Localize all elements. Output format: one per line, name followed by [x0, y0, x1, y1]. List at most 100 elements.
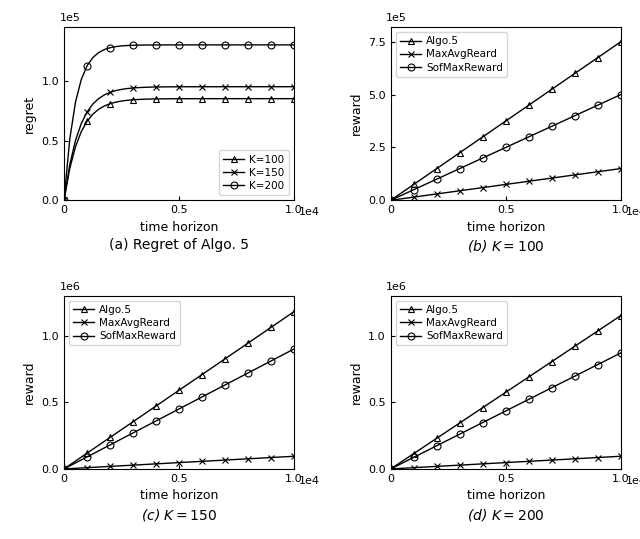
MaxAvgReard [461, 186, 469, 193]
K=200 [273, 42, 281, 48]
K=150 [135, 84, 143, 91]
K=200 [112, 43, 120, 50]
MaxAvgReard [542, 176, 550, 182]
MaxAvgReard [227, 457, 235, 463]
Algo.5 [496, 393, 504, 399]
SofMaxReward [456, 431, 463, 437]
Algo.5 [273, 320, 281, 327]
MaxAvgReard [525, 458, 532, 465]
K=200 [106, 45, 114, 51]
SofMaxReward [95, 448, 102, 454]
Algo.5 [198, 371, 206, 378]
K=200 [262, 42, 269, 48]
SofMaxReward [268, 358, 275, 364]
SofMaxReward [542, 388, 550, 394]
Line: SofMaxReward: SofMaxReward [387, 349, 624, 472]
SofMaxReward [227, 379, 235, 385]
MaxAvgReard [582, 455, 590, 461]
Legend: Algo.5, MaxAvgReard, SofMaxReward: Algo.5, MaxAvgReard, SofMaxReward [396, 301, 507, 345]
K=100 [239, 95, 246, 102]
MaxAvgReard [554, 457, 561, 463]
Text: (a) Regret of Algo. 5: (a) Regret of Algo. 5 [109, 238, 249, 252]
SofMaxReward [605, 356, 613, 362]
SofMaxReward [461, 163, 469, 169]
Algo.5 [77, 454, 85, 460]
K=150 [216, 84, 223, 90]
MaxAvgReard [508, 181, 515, 187]
SofMaxReward [496, 147, 504, 153]
SofMaxReward [594, 102, 602, 108]
MaxAvgReard [600, 454, 607, 460]
SofMaxReward [262, 361, 269, 367]
Algo.5 [525, 374, 532, 380]
SofMaxReward [473, 157, 481, 164]
SofMaxReward [291, 345, 298, 352]
SofMaxReward [456, 165, 463, 172]
K=200 [210, 42, 218, 48]
SofMaxReward [158, 414, 166, 421]
K=150 [89, 101, 97, 107]
MaxAvgReard [588, 169, 596, 176]
Algo.5 [187, 379, 195, 385]
SofMaxReward [502, 407, 509, 414]
K=150 [106, 89, 114, 95]
Y-axis label: reward: reward [349, 92, 362, 135]
SofMaxReward [89, 451, 97, 457]
MaxAvgReard [77, 465, 85, 471]
SofMaxReward [531, 393, 538, 399]
K=150 [181, 84, 189, 90]
MaxAvgReard [479, 461, 486, 467]
X-axis label: time horizon: time horizon [467, 220, 545, 234]
Algo.5 [594, 54, 602, 61]
MaxAvgReard [565, 172, 573, 179]
K=200 [233, 42, 241, 48]
Algo.5 [508, 385, 515, 392]
MaxAvgReard [72, 465, 79, 472]
SofMaxReward [617, 350, 625, 356]
K=150 [158, 84, 166, 90]
K=200 [158, 42, 166, 48]
Text: 1e6: 1e6 [60, 282, 80, 292]
K=100 [124, 97, 131, 103]
SofMaxReward [496, 411, 504, 417]
SofMaxReward [508, 142, 515, 148]
MaxAvgReard [141, 461, 148, 468]
MaxAvgReard [279, 454, 287, 460]
K=100 [273, 95, 281, 102]
SofMaxReward [250, 367, 258, 373]
K=150 [227, 84, 235, 90]
MaxAvgReard [467, 186, 475, 192]
K=100 [60, 197, 68, 204]
Algo.5 [588, 331, 596, 338]
SofMaxReward [392, 463, 400, 469]
Algo.5 [60, 466, 68, 472]
SofMaxReward [404, 457, 412, 464]
Algo.5 [279, 316, 287, 323]
Algo.5 [611, 316, 619, 323]
Line: SofMaxReward: SofMaxReward [387, 91, 624, 204]
MaxAvgReard [467, 461, 475, 468]
Line: Algo.5: Algo.5 [387, 38, 624, 204]
SofMaxReward [433, 443, 440, 449]
Algo.5 [508, 114, 515, 120]
K=150 [198, 84, 206, 90]
MaxAvgReard [588, 454, 596, 461]
K=150 [187, 84, 195, 90]
MaxAvgReard [577, 171, 584, 177]
K=200 [170, 42, 177, 48]
MaxAvgReard [490, 183, 498, 189]
Algo.5 [204, 368, 212, 374]
MaxAvgReard [210, 458, 218, 464]
SofMaxReward [502, 144, 509, 151]
SofMaxReward [438, 440, 446, 446]
SofMaxReward [421, 448, 429, 455]
SofMaxReward [410, 186, 417, 193]
K=150 [291, 84, 298, 90]
Text: 1e4: 1e4 [625, 207, 640, 217]
SofMaxReward [554, 382, 561, 388]
MaxAvgReard [444, 189, 452, 196]
SofMaxReward [531, 131, 538, 137]
MaxAvgReard [193, 458, 200, 465]
K=200 [100, 46, 108, 53]
MaxAvgReard [273, 454, 281, 460]
